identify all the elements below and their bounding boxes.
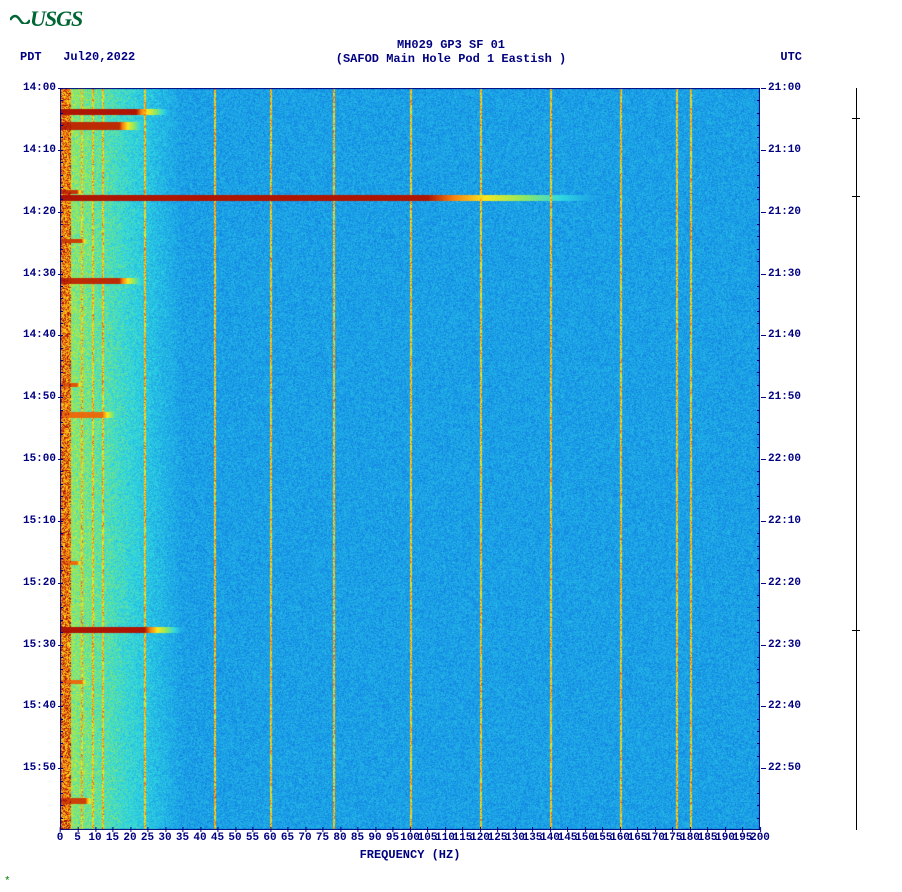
xtick: 85 xyxy=(351,832,364,844)
xtick: 15 xyxy=(106,832,119,844)
tz-right: UTC xyxy=(780,50,802,64)
ytick-left: 15:20 xyxy=(0,577,56,589)
ytick-left: 15:50 xyxy=(0,762,56,774)
ytick-right: 22:40 xyxy=(768,700,828,712)
xtick: 5 xyxy=(74,832,81,844)
xtick: 80 xyxy=(333,832,346,844)
xtick: 30 xyxy=(158,832,171,844)
xtick: 75 xyxy=(316,832,329,844)
ytick-right: 21:30 xyxy=(768,268,828,280)
xtick: 40 xyxy=(193,832,206,844)
xtick: 20 xyxy=(123,832,136,844)
header-right: UTC xyxy=(780,50,802,64)
xtick: 35 xyxy=(176,832,189,844)
xtick: 55 xyxy=(246,832,259,844)
tz-left: PDT xyxy=(20,50,42,64)
usgs-text: USGS xyxy=(30,6,82,31)
ytick-right: 22:30 xyxy=(768,639,828,651)
ytick-left: 14:10 xyxy=(0,144,56,156)
ytick-right: 21:10 xyxy=(768,144,828,156)
ytick-left: 14:50 xyxy=(0,391,56,403)
ytick-left: 14:00 xyxy=(0,82,56,94)
ytick-left: 14:30 xyxy=(0,268,56,280)
xtick: 50 xyxy=(228,832,241,844)
xtick: 25 xyxy=(141,832,154,844)
ytick-right: 22:20 xyxy=(768,577,828,589)
ytick-left: 14:20 xyxy=(0,206,56,218)
ytick-left: 15:30 xyxy=(0,639,56,651)
ytick-right: 21:50 xyxy=(768,391,828,403)
usgs-logo: USGS xyxy=(10,6,82,32)
ytick-right: 21:20 xyxy=(768,206,828,218)
xtick: 60 xyxy=(263,832,276,844)
ytick-right: 22:50 xyxy=(768,762,828,774)
title-line1: MH029 GP3 SF 01 xyxy=(0,38,902,52)
y-axis-right: 21:0021:1021:2021:3021:4021:5022:0022:10… xyxy=(762,88,822,830)
ytick-left: 15:00 xyxy=(0,453,56,465)
xtick: 90 xyxy=(368,832,381,844)
spectrogram-canvas xyxy=(60,88,760,830)
spectrogram-plot xyxy=(60,88,760,830)
title-block: MH029 GP3 SF 01 (SAFOD Main Hole Pod 1 E… xyxy=(0,38,902,66)
xtick: 0 xyxy=(57,832,64,844)
ytick-right: 22:10 xyxy=(768,515,828,527)
ytick-right: 21:40 xyxy=(768,329,828,341)
footer-mark: * xyxy=(4,876,11,888)
ytick-left: 14:40 xyxy=(0,329,56,341)
x-axis-label: FREQUENCY (HZ) xyxy=(60,848,760,862)
ytick-right: 22:00 xyxy=(768,453,828,465)
xtick: 70 xyxy=(298,832,311,844)
xtick: 45 xyxy=(211,832,224,844)
title-line2: (SAFOD Main Hole Pod 1 Eastish ) xyxy=(0,52,902,66)
right-event-axis xyxy=(856,88,857,830)
xtick: 200 xyxy=(750,832,770,844)
ytick-right: 21:00 xyxy=(768,82,828,94)
xtick: 10 xyxy=(88,832,101,844)
usgs-wave-icon xyxy=(10,4,30,18)
xtick: 95 xyxy=(386,832,399,844)
ytick-left: 15:10 xyxy=(0,515,56,527)
date-label: Jul20,2022 xyxy=(63,50,135,64)
xtick: 65 xyxy=(281,832,294,844)
ytick-left: 15:40 xyxy=(0,700,56,712)
header-left: PDT Jul20,2022 xyxy=(20,50,135,64)
y-axis-left: 14:0014:1014:2014:3014:4014:5015:0015:10… xyxy=(0,88,58,830)
